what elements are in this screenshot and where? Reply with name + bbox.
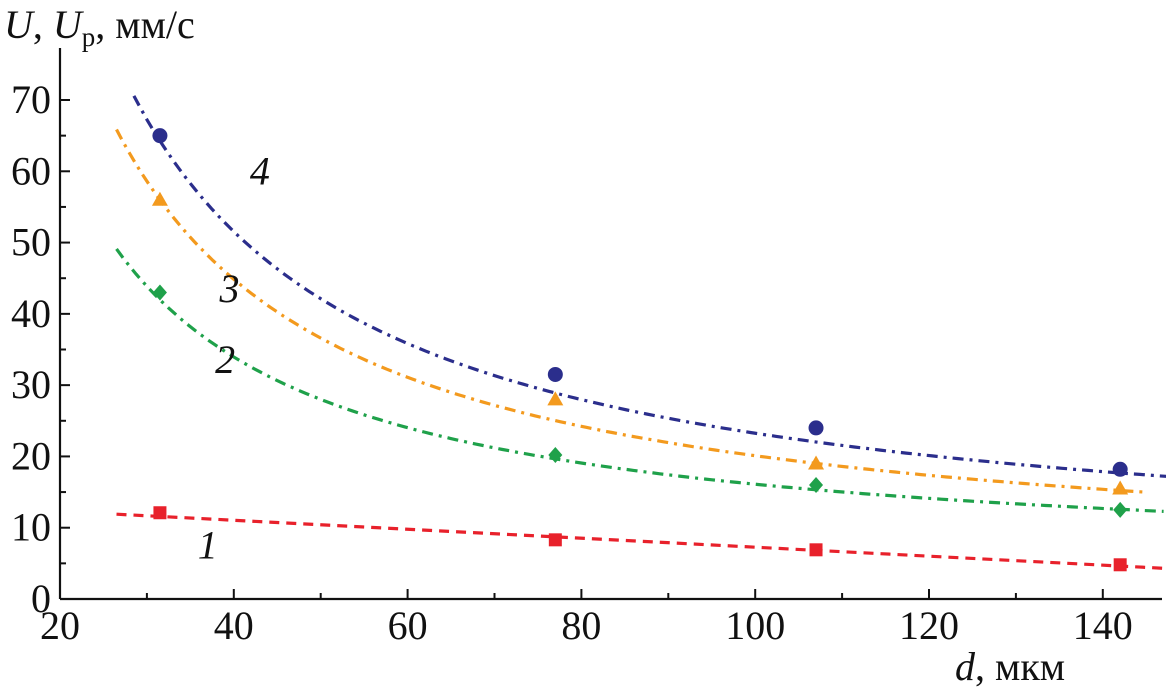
x-axis-unit: , мкм: [975, 644, 1065, 689]
series-2: 2: [115, 247, 1164, 518]
curve-label-2: 2: [215, 337, 235, 382]
point-3-0: [151, 191, 168, 206]
curve-label-4: 4: [250, 148, 270, 193]
fit-line-1: [116, 512, 1164, 570]
point-2-2: [809, 476, 824, 493]
curve-label-3: 3: [218, 266, 239, 311]
y-tick-label-70: 70: [11, 77, 51, 122]
series-layer: 1 2 3 4: [115, 95, 1166, 572]
point-1-1: [548, 533, 562, 547]
x-tick-label-140: 140: [1073, 603, 1133, 648]
series-3: 3: [115, 128, 1147, 495]
fit-line-2: [115, 247, 1164, 513]
y-axis-var2: U: [53, 2, 85, 47]
fit-line-3: [115, 128, 1147, 494]
x-axis-var: d: [955, 644, 976, 689]
point-4-0: [152, 128, 168, 144]
y-axis-var2-sub: р: [82, 22, 96, 52]
point-1-3: [1113, 558, 1127, 572]
axes: 0 10 20 30 40 50 60 70 20 40 60 80 100 120 140: [11, 48, 1162, 648]
y-axis-unit: , мм/с: [95, 2, 195, 47]
point-2-0: [152, 284, 167, 301]
y-axis-title: U, Uр, мм/с: [4, 2, 195, 52]
point-4-3: [1112, 461, 1128, 477]
y-tick-label-30: 30: [11, 362, 51, 407]
y-tick-label-40: 40: [11, 291, 51, 336]
x-tick-label-40: 40: [214, 603, 254, 648]
point-4-1: [547, 366, 563, 382]
fit-line-4: [132, 95, 1166, 478]
x-tick-label-20: 20: [40, 603, 80, 648]
curve-label-1: 1: [198, 523, 218, 568]
point-2-1: [548, 447, 563, 464]
point-2-3: [1113, 501, 1128, 518]
y-axis-var1: U: [4, 2, 36, 47]
point-3-2: [808, 455, 825, 470]
x-axis-title: d, мкм: [955, 644, 1065, 689]
point-1-0: [153, 506, 167, 520]
y-tick-label-60: 60: [11, 148, 51, 193]
y-axis-sep: ,: [33, 2, 53, 47]
y-tick-label-0: 0: [31, 576, 51, 621]
x-tick-label-120: 120: [899, 603, 959, 648]
point-3-1: [547, 391, 564, 406]
y-tick-label-10: 10: [11, 505, 51, 550]
y-tick-label-20: 20: [11, 433, 51, 478]
y-tick-label-50: 50: [11, 220, 51, 265]
x-tick-label-60: 60: [388, 603, 428, 648]
point-4-2: [808, 420, 824, 436]
point-3-3: [1112, 480, 1129, 495]
point-1-2: [809, 543, 823, 557]
series-1: 1: [116, 506, 1164, 572]
x-tick-label-80: 80: [561, 603, 601, 648]
x-tick-label-100: 100: [725, 603, 785, 648]
series-4: 4: [132, 95, 1166, 478]
